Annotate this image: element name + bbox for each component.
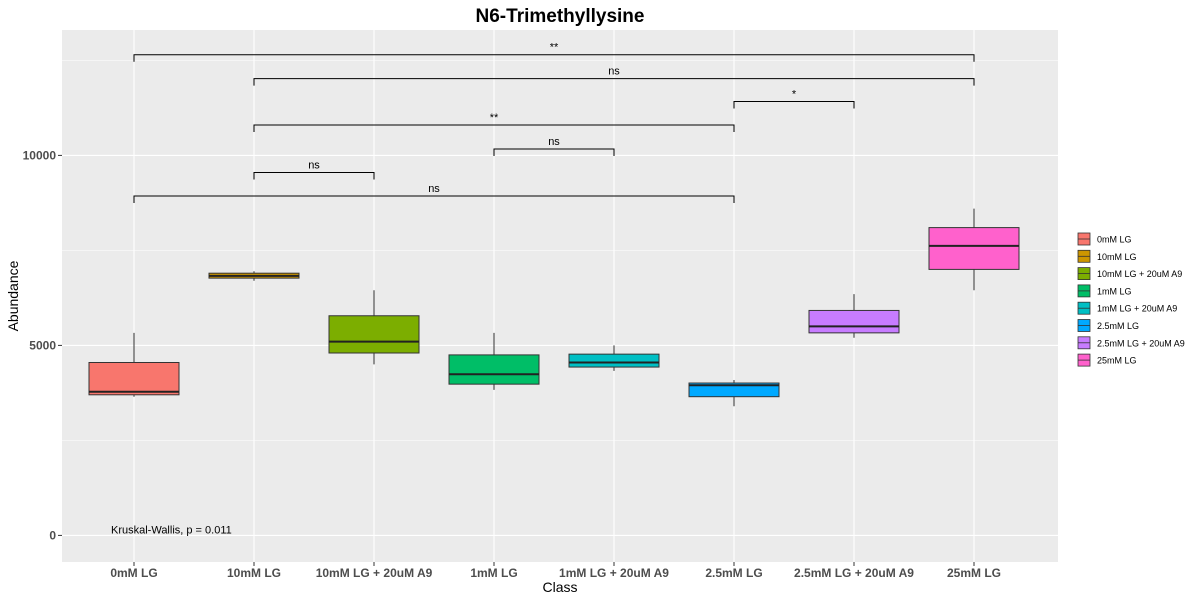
box-body [808, 309, 900, 334]
legend-label: 10mM LG [1097, 252, 1137, 262]
comparison-bracket: ns [493, 136, 615, 156]
kruskal-wallis-annotation: Kruskal-Wallis, p = 0.011 [111, 525, 232, 537]
comparison-bracket: ** [133, 42, 975, 62]
legend-item: 1mM LG + 20uM A9 [1077, 301, 1177, 315]
x-tick-label: 0mM LG [110, 566, 157, 580]
box-body [928, 227, 1020, 270]
comparison-bracket: ns [253, 66, 975, 86]
bracket-line [253, 172, 375, 180]
legend-item: 0mM LG [1077, 232, 1132, 246]
significance-label: * [792, 88, 797, 100]
box-4 [568, 345, 660, 371]
x-tick-label: 2.5mM LG + 20uM A9 [794, 566, 914, 580]
legend: 0mM LG 10mM LG 10mM LG + 20uM A9 1mM LG 1mM … [1077, 232, 1185, 367]
bracket-line [493, 148, 615, 156]
bracket-line [133, 54, 975, 62]
bracket-line [733, 100, 855, 109]
bracket-line [253, 78, 975, 86]
x-tick-label: 10mM LG [227, 566, 281, 580]
legend-item: 10mM LG + 20uM A9 [1077, 267, 1182, 281]
boxes [88, 208, 1020, 407]
chart-title: N6-Trimethyllysine [476, 6, 645, 27]
y-tick-label: 5000 [29, 338, 56, 352]
legend-label: 1mM LG + 20uM A9 [1097, 304, 1177, 314]
significance-label: ns [608, 66, 620, 78]
comparison-bracket: ns [133, 183, 735, 204]
legend-label: 10mM LG + 20uM A9 [1097, 269, 1182, 279]
significance-label: ns [308, 160, 320, 172]
legend-item: 1mM LG [1077, 284, 1132, 298]
legend-label: 2.5mM LG [1097, 321, 1139, 331]
box-body [448, 354, 540, 385]
box-0 [88, 332, 180, 397]
x-tick-label: 1mM LG [470, 566, 517, 580]
legend-label: 2.5mM LG + 20uM A9 [1097, 338, 1185, 348]
significance-label: ** [550, 42, 559, 54]
x-tick-label: 10mM LG + 20uM A9 [316, 566, 433, 580]
box-5 [688, 379, 780, 407]
y-axis: 0 5000 10000 [23, 148, 62, 542]
significance-label: ** [490, 112, 499, 124]
bracket-line [133, 195, 735, 204]
legend-label: 1mM LG [1097, 286, 1132, 296]
significance-label: ns [428, 183, 440, 195]
plot-panel [62, 30, 1058, 562]
comparison-bracket: ** [253, 112, 735, 132]
box-6 [808, 294, 900, 338]
x-tick-label: 25mM LG [947, 566, 1001, 580]
box-body [328, 315, 420, 354]
legend-item: 10mM LG [1077, 249, 1137, 263]
legend-item: 2.5mM LG + 20uM A9 [1077, 336, 1185, 350]
box-body [688, 382, 780, 398]
legend-label: 0mM LG [1097, 235, 1132, 245]
y-tick-label: 10000 [23, 148, 57, 162]
legend-label: 25mM LG [1097, 356, 1137, 366]
box-body [568, 353, 660, 368]
bracket-line [253, 124, 735, 132]
legend-item: 25mM LG [1077, 353, 1137, 367]
box-7 [928, 208, 1020, 291]
box-2 [328, 290, 420, 365]
legend-item: 2.5mM LG [1077, 319, 1139, 332]
x-axis-title: Class [542, 579, 577, 595]
x-tick-label: 1mM LG + 20uM A9 [559, 566, 669, 580]
box-3 [448, 332, 540, 390]
x-axis: 0mM LG 10mM LG 10mM LG + 20uM A9 1mM LG 1mM … [110, 562, 1001, 580]
comparison-bracket: ns [253, 160, 375, 180]
y-axis-title: Abundance [5, 260, 21, 331]
box-body [88, 362, 180, 396]
box-1 [208, 271, 300, 281]
x-tick-label: 2.5mM LG [705, 566, 762, 580]
y-tick-label: 0 [49, 528, 56, 542]
comparison-bracket: * [733, 88, 855, 109]
significance-label: ns [548, 136, 560, 148]
